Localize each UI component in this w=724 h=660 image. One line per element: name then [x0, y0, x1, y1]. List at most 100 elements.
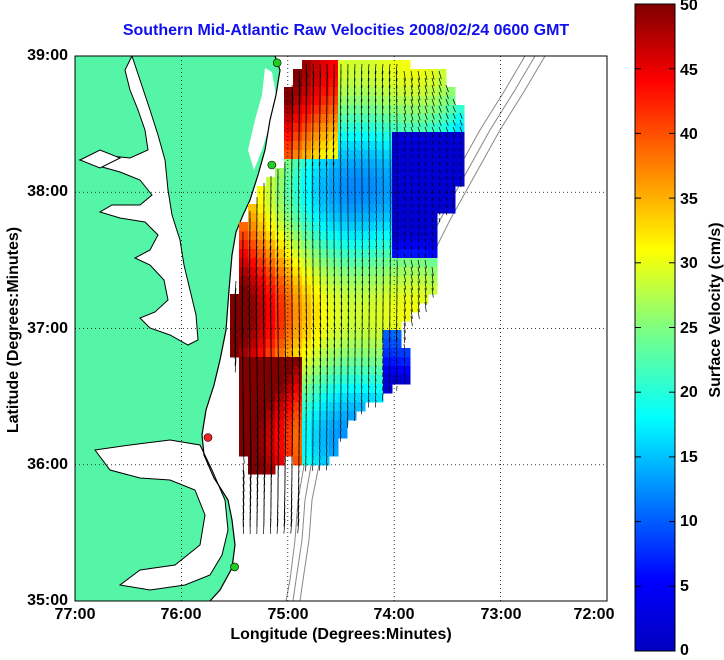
velocity-cell — [401, 285, 411, 295]
velocity-cell — [392, 177, 402, 187]
velocity-cell — [266, 384, 276, 394]
velocity-cell — [401, 186, 411, 196]
velocity-cell — [302, 276, 312, 286]
velocity-cell — [374, 213, 384, 223]
velocity-cell — [356, 330, 366, 340]
velocity-cell — [311, 411, 321, 421]
velocity-cell — [383, 303, 393, 313]
velocity-cell — [293, 330, 303, 340]
velocity-cell — [356, 312, 366, 322]
colorbar-tick-label: 10 — [680, 513, 698, 531]
velocity-cell — [293, 177, 303, 187]
velocity-cell — [320, 222, 330, 232]
velocity-cell — [383, 384, 393, 394]
velocity-cell — [293, 168, 303, 178]
velocity-cell — [383, 249, 393, 259]
velocity-cell — [338, 339, 348, 349]
velocity-cell — [455, 150, 465, 160]
velocity-cell — [338, 195, 348, 205]
velocity-cell — [419, 177, 429, 187]
velocity-cell — [311, 105, 321, 115]
velocity-cell — [401, 231, 411, 241]
velocity-cell — [374, 168, 384, 178]
velocity-cell — [383, 348, 393, 358]
velocity-cell — [239, 312, 249, 322]
colorbar-tick-label: 25 — [680, 320, 698, 338]
velocity-cell — [428, 123, 438, 133]
velocity-cell — [383, 186, 393, 196]
velocity-cell — [338, 96, 348, 106]
colorbar-tick-label: 20 — [680, 384, 698, 402]
velocity-cell — [320, 393, 330, 403]
velocity-cell — [374, 312, 384, 322]
velocity-cell — [401, 195, 411, 205]
velocity-cell — [338, 222, 348, 232]
velocity-cell — [356, 78, 366, 88]
velocity-cell — [419, 186, 429, 196]
velocity-cell — [302, 195, 312, 205]
velocity-cell — [383, 168, 393, 178]
velocity-cell — [401, 366, 411, 376]
velocity-cell — [311, 393, 321, 403]
velocity-cell — [383, 123, 393, 133]
velocity-cell — [338, 384, 348, 394]
velocity-cell — [293, 339, 303, 349]
velocity-cell — [302, 456, 312, 466]
colorbar-tick-label: 35 — [680, 191, 698, 209]
velocity-cell — [257, 213, 267, 223]
velocity-cell — [338, 249, 348, 259]
velocity-cell — [248, 429, 258, 439]
velocity-cell — [257, 267, 267, 277]
velocity-cell — [311, 330, 321, 340]
velocity-cell — [419, 231, 429, 241]
colorbar-label: Surface Velocity (cm/s) — [707, 222, 724, 397]
velocity-cell — [383, 285, 393, 295]
velocity-cell — [293, 141, 303, 151]
velocity-cell — [419, 285, 429, 295]
velocity-cell — [437, 141, 447, 151]
velocity-cell — [338, 132, 348, 142]
velocity-cell — [419, 123, 429, 133]
velocity-cell — [401, 249, 411, 259]
velocity-cell — [302, 222, 312, 232]
velocity-cell — [257, 222, 267, 232]
x-axis-label: Longitude (Degrees:Minutes) — [75, 626, 607, 644]
velocity-cell — [302, 123, 312, 133]
velocity-cell — [266, 429, 276, 439]
velocity-cell — [311, 87, 321, 97]
velocity-cell — [419, 69, 429, 79]
x-tick-label: 72:00 — [574, 606, 615, 624]
y-tick-label: 38:00 — [27, 183, 68, 201]
velocity-cell — [356, 231, 366, 241]
velocity-cell — [338, 420, 348, 430]
velocity-cell — [302, 141, 312, 151]
velocity-cell — [437, 96, 447, 106]
velocity-cell — [248, 456, 258, 466]
velocity-cell — [374, 240, 384, 250]
velocity-cell — [293, 87, 303, 97]
velocity-cell — [338, 366, 348, 376]
velocity-cell — [320, 186, 330, 196]
velocity-cell — [356, 123, 366, 133]
velocity-cell — [275, 456, 285, 466]
velocity-cell — [365, 168, 375, 178]
velocity-cell — [293, 357, 303, 367]
velocity-cell — [383, 87, 393, 97]
velocity-cell — [383, 159, 393, 169]
velocity-cell — [419, 132, 429, 142]
velocity-cell — [356, 150, 366, 160]
velocity-cell — [374, 177, 384, 187]
velocity-cell — [338, 348, 348, 358]
velocity-cell — [437, 186, 447, 196]
velocity-cell — [437, 87, 447, 97]
velocity-cell — [311, 303, 321, 313]
velocity-cell — [293, 114, 303, 124]
velocity-cell — [293, 69, 303, 79]
velocity-cell — [293, 258, 303, 268]
velocity-cell — [356, 348, 366, 358]
velocity-cell — [293, 348, 303, 358]
velocity-cell — [365, 123, 375, 133]
velocity-cell — [320, 240, 330, 250]
velocity-cell — [248, 222, 258, 232]
velocity-cell — [356, 105, 366, 115]
